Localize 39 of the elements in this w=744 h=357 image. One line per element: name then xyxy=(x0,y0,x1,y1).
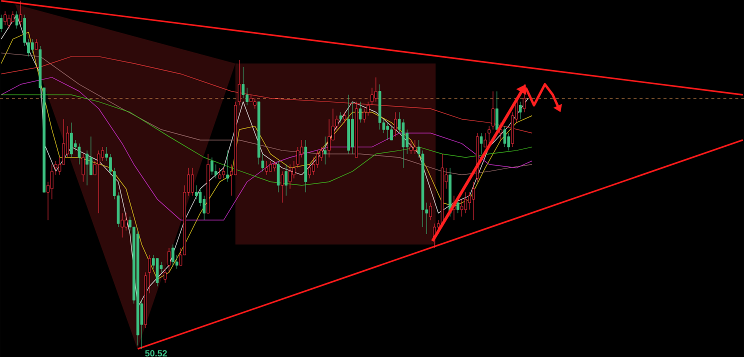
candlestick xyxy=(386,122,390,140)
candlestick xyxy=(492,90,494,130)
candlestick xyxy=(308,164,311,178)
candlestick xyxy=(202,195,206,220)
candlestick xyxy=(265,160,268,175)
candlestick xyxy=(518,101,522,120)
candlestick xyxy=(304,140,308,192)
candlestick xyxy=(488,126,491,144)
candlestick xyxy=(288,164,292,189)
candlestick xyxy=(191,167,194,196)
candlestick xyxy=(284,164,288,196)
candlestick xyxy=(242,66,245,98)
candlestick xyxy=(402,118,405,168)
candlestick xyxy=(312,156,315,175)
candlestick xyxy=(168,247,170,272)
candlestick xyxy=(472,181,475,220)
candlestick xyxy=(8,14,10,29)
candlestick xyxy=(148,254,151,294)
candlestick xyxy=(414,140,416,154)
candlestick xyxy=(378,84,382,130)
candlestick xyxy=(50,164,54,200)
candlestick xyxy=(70,122,73,158)
candlestick xyxy=(410,140,412,154)
candlestick xyxy=(214,164,218,178)
candlestick xyxy=(460,198,464,217)
candlestick xyxy=(292,160,296,178)
candlestick xyxy=(429,202,432,220)
candlestick xyxy=(328,118,330,158)
candlestick xyxy=(210,156,214,175)
candlestick xyxy=(172,244,174,266)
candlestick xyxy=(324,136,327,164)
candlestick xyxy=(86,150,88,186)
candlestick xyxy=(394,112,397,137)
candlestick xyxy=(261,153,264,172)
candlestick xyxy=(120,212,124,238)
candlestick xyxy=(226,150,229,182)
candlestick xyxy=(351,101,354,154)
text: 50.52 xyxy=(145,350,167,356)
candlestick xyxy=(370,87,374,106)
